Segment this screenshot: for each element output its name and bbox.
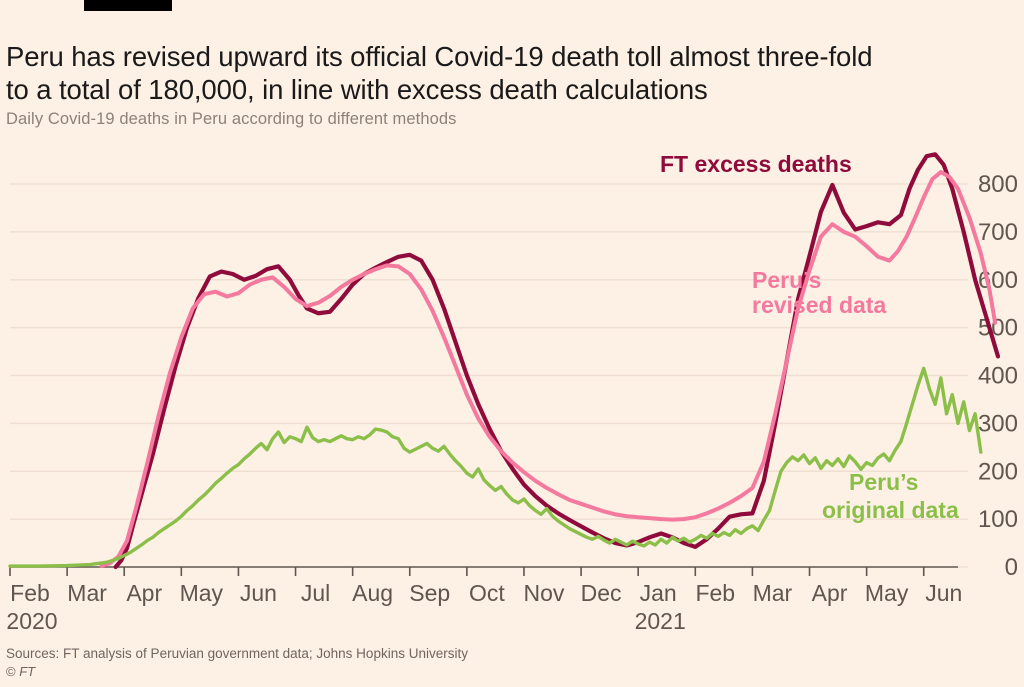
y-tick-label: 300 — [978, 410, 1018, 437]
y-tick-label: 400 — [978, 363, 1018, 390]
x-tick-label-month: Mar — [753, 580, 793, 606]
x-tick-label-month: Jul — [301, 580, 330, 606]
annotation-perus-original-data-2: original data — [822, 497, 959, 523]
annotation-perus-original-data-1: Peru’s — [849, 469, 918, 495]
annotation-perus-revised-data-1: Peru’s — [752, 267, 821, 293]
sources-text: Sources: FT analysis of Peruvian governm… — [6, 646, 468, 661]
x-tick-label-year: 2020 — [6, 608, 57, 634]
headline-line-2: to a total of 180,000, in line with exce… — [6, 74, 708, 106]
annotation-ft-excess-deaths: FT excess deaths — [660, 151, 852, 177]
headline-line-1: Peru has revised upward its official Cov… — [6, 41, 873, 73]
y-tick-label: 800 — [978, 171, 1018, 198]
x-tick-label-month: Apr — [812, 580, 848, 606]
copyright-brand: FT — [19, 664, 36, 679]
x-tick-label-month: Feb — [695, 580, 735, 606]
x-tick-label-month: Oct — [469, 580, 505, 606]
x-tick-label-month: Dec — [581, 580, 622, 606]
x-axis-group — [9, 566, 958, 576]
x-tick-label-month: Jun — [240, 580, 277, 606]
chart-subtitle: Daily Covid-19 deaths in Peru according … — [6, 110, 457, 128]
y-tick-label: 0 — [1005, 554, 1018, 581]
x-tick-label-month: May — [865, 580, 909, 606]
series-line — [8, 366, 983, 568]
y-tick-label: 500 — [978, 315, 1018, 342]
y-tick-label: 100 — [978, 506, 1018, 533]
page-title: Peru has revised upward its official Cov… — [6, 40, 996, 106]
y-tick-label: 700 — [978, 219, 1018, 246]
chart-container: 0 100 200 300 400 500 600 700 800 Feb 2020 Mar Apr M… — [0, 150, 1024, 640]
copyright-line: © FT — [6, 663, 468, 681]
x-tick-label-month: Jun — [925, 580, 962, 606]
y-tick-label: 200 — [978, 458, 1018, 485]
x-tick-label-month: Aug — [352, 580, 393, 606]
x-tick-label-month: Apr — [126, 580, 162, 606]
x-tick-label-month: Feb — [10, 580, 50, 606]
x-tick-label-month: Mar — [67, 580, 107, 606]
x-tick-label-month: Sep — [409, 580, 450, 606]
x-tick-label-year: 2021 — [635, 608, 686, 634]
copyright-symbol: © — [6, 664, 16, 679]
series-line — [99, 170, 998, 569]
series-group — [8, 152, 1001, 570]
annotation-perus-revised-data-2: revised data — [752, 292, 886, 318]
series-line — [113, 152, 1001, 570]
x-tick-label-month: Jan — [640, 580, 677, 606]
chart-footer: Sources: FT analysis of Peruvian governm… — [6, 645, 468, 681]
x-tick-label-month: Nov — [524, 580, 565, 606]
x-tick-label-month: May — [180, 580, 224, 606]
ft-top-rule — [84, 0, 172, 11]
